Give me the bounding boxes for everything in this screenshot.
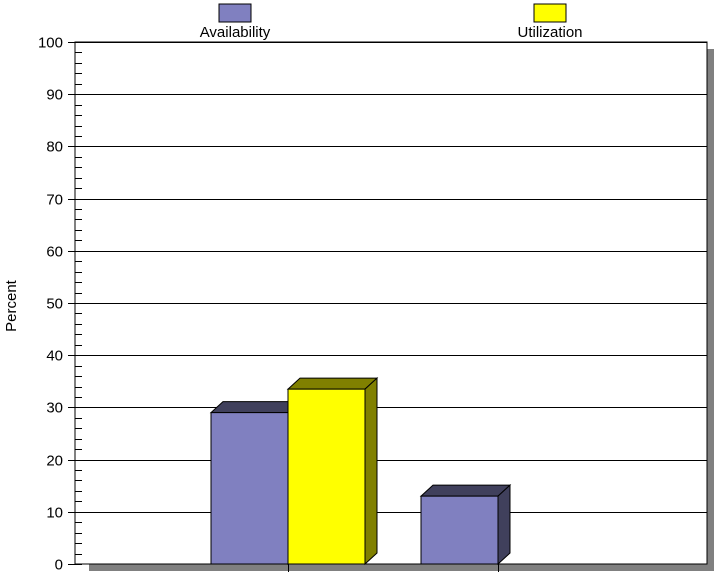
legend: Availability Utilization [200,3,583,41]
bar-side-availability [497,484,511,566]
bar-side-utilization [364,376,378,566]
bar-utilization [287,388,366,565]
y-tick-label: 10 [46,505,63,522]
bar-top-availability [419,484,512,497]
y-tick-label: 60 [46,244,63,261]
y-tick-label: 0 [55,557,63,572]
y-tick-label: 50 [46,296,63,313]
y-axis-label: Percent [3,279,20,332]
legend-swatch-availability [218,3,252,23]
y-tick-label: 90 [46,87,63,104]
legend-label-utilization: Utilization [517,24,582,41]
y-tick-label: 20 [46,453,63,470]
plot-area: 0 10 20 30 40 50 60 70 80 90 100 [38,35,714,572]
bar-availability [420,495,499,565]
y-tick-label: 80 [46,139,63,156]
legend-label-availability: Availability [200,24,271,41]
bar-top-availability [209,401,302,414]
y-tick-label: 40 [46,348,63,365]
bar-availability [210,412,289,565]
legend-swatch-utilization [533,3,567,23]
bar-top-utilization [286,377,379,390]
y-tick-label: 30 [46,400,63,417]
y-tick-label: 100 [38,35,63,52]
y-tick-label: 70 [46,192,63,209]
